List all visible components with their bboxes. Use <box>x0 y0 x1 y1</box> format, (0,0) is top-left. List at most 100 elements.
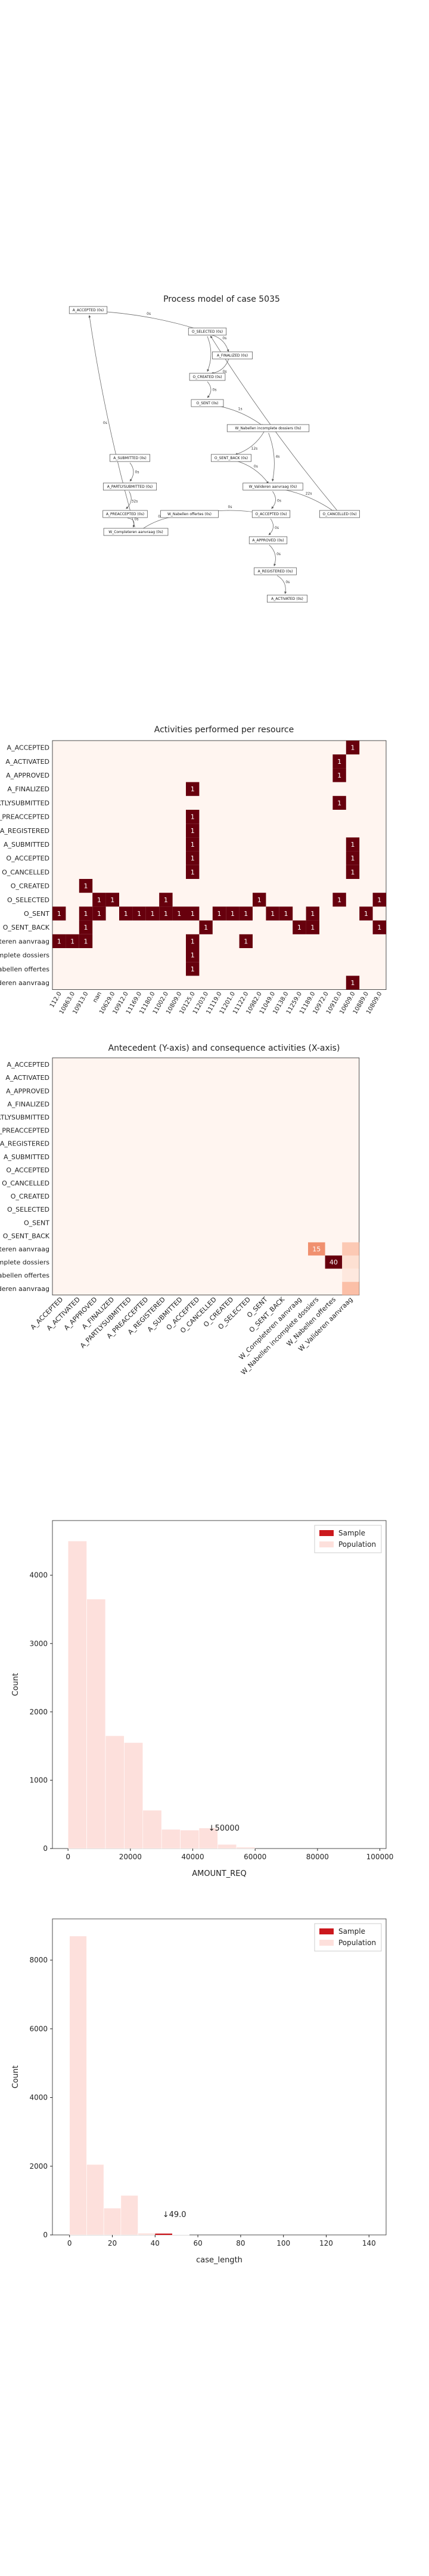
heatmap-cell <box>186 837 200 852</box>
node-label: W_Nabellen incomplete dossiers (0s) <box>235 426 301 431</box>
heatmap-cell <box>325 1255 343 1269</box>
heatmap-cell <box>159 893 173 907</box>
population-bar <box>180 1829 200 1849</box>
node-label: O_CREATED (0s) <box>192 375 222 379</box>
process-model-title: Process model of case 5035 <box>163 295 280 304</box>
heatmap-cell <box>132 906 146 921</box>
edge-a-partlysubmitted-to-a-preaccepted <box>126 491 132 509</box>
y-tick-label: O_CANCELLED <box>2 868 49 876</box>
population-bar <box>124 1742 144 1849</box>
heatmap-cell <box>199 920 213 934</box>
x-tick-label: 20000 <box>119 1853 142 1861</box>
heatmap-cell <box>145 906 160 921</box>
node-box <box>243 482 303 491</box>
x-tick-label: 112.0 <box>49 991 63 1009</box>
case-length-histogram-panel: 0 20 40 60 80 100 120 140 0 2000 4000 6000 8000 case_… <box>0 1908 429 2290</box>
y-tick-label: A_SUBMITTED <box>4 1153 49 1161</box>
legend-label-sample: Sample <box>338 1927 365 1936</box>
y-tick-label: A_SUBMITTED <box>4 841 49 849</box>
y-tick-label: 4000 <box>29 1571 48 1580</box>
amount-histogram: 0 20000 40000 60000 80000 100000 0 1000 2000 3000… <box>11 1520 393 1878</box>
cell-value: 1 <box>231 910 235 918</box>
node-a-activated: A_ACTIVATED (0s) <box>267 595 307 603</box>
node-box <box>212 351 253 360</box>
heatmap-cell <box>186 962 200 976</box>
cell-value: 1 <box>177 910 181 918</box>
cell-value: 1 <box>297 924 301 931</box>
resource-heatmap: Activities performed per resource 111111… <box>0 725 387 1015</box>
cell-value: 1 <box>310 924 315 931</box>
y-tick-label: O_SELECTED <box>7 1206 49 1213</box>
edge-o-accepted-to-a-approved <box>268 518 273 535</box>
cell-value: 1 <box>191 952 195 959</box>
cell-value: 1 <box>191 868 195 876</box>
node-box <box>248 536 288 544</box>
heatmap-cell <box>346 976 360 990</box>
node-label: A_SUBMITTED (0s) <box>113 456 147 460</box>
transition-heatmap-title: Antecedent (Y-axis) and consequence acti… <box>108 1044 340 1053</box>
case-length-histogram: 0 20 40 60 80 100 120 140 0 2000 4000 6000 8000 case_… <box>11 1918 387 2265</box>
edge-a-submitted-to-a-partlysubmitted <box>129 462 134 482</box>
cell-value: 1 <box>137 910 141 918</box>
y-tick-label: A_PARTLYSUBMITTED <box>0 799 49 807</box>
y-tick-label: 6000 <box>29 2024 48 2033</box>
edge-a-approved-to-a-registered <box>269 544 276 566</box>
population-bar <box>86 1599 106 1849</box>
edge-label: 0s <box>222 336 226 340</box>
node-label: A_PARTLYSUBMITTED (0s) <box>107 485 153 489</box>
edge-label: 0s <box>223 370 227 374</box>
heatmap-cell <box>79 879 93 893</box>
edge-label: 0s <box>275 526 279 530</box>
node-label: W_Completeren aanvraag (0s) <box>108 530 163 534</box>
heatmap-cell <box>332 768 346 782</box>
cell-value: 1 <box>351 744 355 752</box>
cell-value: 1 <box>84 883 88 890</box>
legend-swatch-population <box>319 1940 334 1946</box>
y-tick-label: O_ACCEPTED <box>6 854 49 862</box>
heatmap-cell <box>239 906 253 921</box>
cell-value: 1 <box>124 910 128 918</box>
edge-label: 0s <box>254 465 258 469</box>
y-tick-label: W_Valideren aanvraag <box>0 979 49 987</box>
cell-value: 1 <box>257 896 262 904</box>
y-tick-label: A_ACCEPTED <box>7 1061 49 1069</box>
node-label: A_APPROVED (0s) <box>252 538 284 543</box>
edge-a-finalized-to-o-created <box>211 358 229 374</box>
edge-label: 0s <box>135 517 139 521</box>
x-axis-label: AMOUNT_REQ <box>192 1869 247 1878</box>
x-tick-label: 120 <box>319 2239 333 2247</box>
y-tick-label: W_Nabellen incomplete dossiers <box>0 1259 49 1267</box>
node-box <box>110 454 150 462</box>
transition-heatmap: Antecedent (Y-axis) and consequence acti… <box>0 1044 360 1376</box>
cell-value: 1 <box>57 937 61 945</box>
node-label: O_SENT (0s) <box>196 401 218 405</box>
y-tick-label: O_ACCEPTED <box>6 1166 49 1174</box>
cell-value: 1 <box>191 813 195 821</box>
node-box <box>226 424 310 432</box>
x-tick-label: 140 <box>362 2239 376 2247</box>
node-label: A_REGISTERED (0s) <box>258 569 293 574</box>
edge-label: 0s <box>147 312 151 316</box>
node-a-finalized: A_FINALIZED (0s) <box>212 351 253 360</box>
heatmap-cell <box>253 893 266 907</box>
heatmap-cell <box>293 920 306 934</box>
heatmap-background <box>52 1057 360 1296</box>
node-label: A_FINALIZED (0s) <box>217 354 248 358</box>
heatmap-cell <box>342 1281 359 1295</box>
x-tick-label: 100 <box>276 2239 290 2247</box>
heatmap-cell <box>186 782 200 796</box>
cell-value: 1 <box>164 910 168 918</box>
cell-value: 1 <box>337 799 341 807</box>
node-label: A_ACTIVATED (0s) <box>271 597 303 601</box>
heatmap-cell <box>186 851 200 865</box>
cell-value: 1 <box>191 841 195 849</box>
heatmap-cell <box>79 920 93 934</box>
heatmap-cell <box>79 906 93 921</box>
cell-value: 15 <box>312 1245 321 1253</box>
y-tick-label: A_FINALIZED <box>7 785 49 793</box>
y-tick-label: W_Valideren aanvraag <box>0 1285 49 1293</box>
edge-label: 4s <box>275 455 279 459</box>
heatmap-cell <box>92 893 106 907</box>
heatmap-cell <box>186 906 200 921</box>
